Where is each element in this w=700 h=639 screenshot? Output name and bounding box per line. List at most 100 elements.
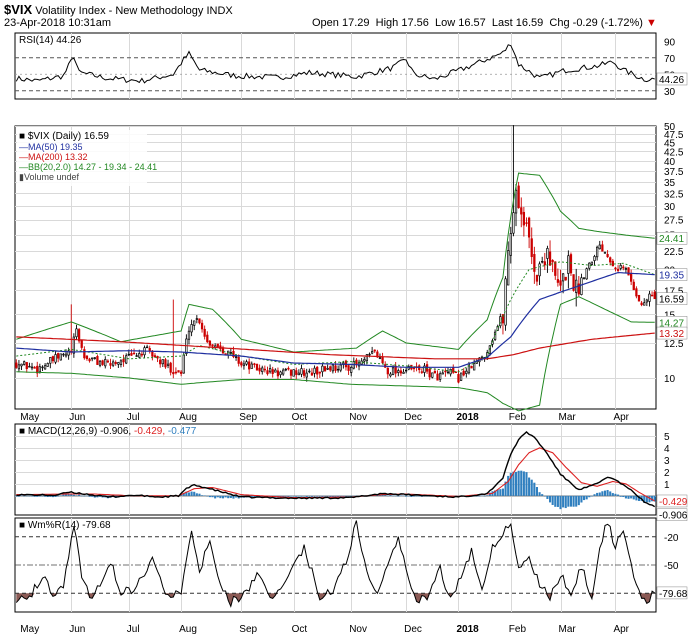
macd-value-tag: -0.906 (659, 511, 688, 522)
candle-body (248, 361, 251, 370)
macd-hist-bar (601, 491, 604, 496)
candle-body (554, 261, 557, 276)
candle-body (336, 368, 340, 371)
macd-hist-bar (580, 495, 583, 503)
candle-body (624, 268, 628, 270)
price-tick-label: 35 (664, 178, 676, 189)
candle-body (166, 363, 170, 366)
candle-body (23, 361, 26, 365)
instrument-name: Volatility Index - New Methodology (35, 5, 204, 17)
ma50-tag-box (656, 268, 688, 281)
candle-body (190, 324, 193, 333)
chart-header: $VIX Volatility Index - New Methodology … (4, 2, 233, 17)
candle-body (559, 280, 562, 286)
candle-body (389, 373, 392, 377)
macd-hist-bar (530, 479, 533, 496)
macd-hist-bar (190, 491, 193, 496)
candle-body (616, 268, 620, 271)
macd-hist-bar (522, 471, 525, 496)
rsi-last-tag: 44.26 (659, 75, 684, 86)
macd-hist-bar (603, 490, 607, 496)
candle-body (541, 260, 544, 263)
macd-hist-bar (590, 495, 593, 497)
candle-body (51, 356, 55, 362)
macd-hist-bar (384, 494, 387, 496)
price-tick-label: 22.5 (664, 247, 684, 258)
price-tick-label: 15 (664, 310, 676, 321)
rsi-panel (14, 32, 657, 100)
candle-body (135, 355, 138, 357)
macd-hist-bar (187, 492, 191, 496)
rsi-tick-label: 30 (664, 87, 676, 98)
macd-hist-bar (216, 495, 219, 498)
macd-hist-bar (507, 475, 510, 496)
candle-body (104, 359, 107, 367)
candle-body (41, 366, 44, 369)
macd-hist-bar (548, 495, 552, 503)
candle-body (645, 299, 648, 303)
macd-hist-bar (347, 495, 350, 497)
month-label-bottom: May (20, 624, 39, 635)
price-tick-label: 42.5 (664, 147, 684, 158)
candle-body (106, 360, 110, 363)
candle-body (480, 356, 484, 359)
candle-body (38, 366, 41, 373)
candle-body (240, 362, 243, 366)
candle-body (643, 302, 646, 306)
candle-body (203, 328, 206, 337)
candle-body (274, 369, 277, 373)
macd-hist-bar (407, 495, 410, 497)
candle-body (512, 212, 515, 234)
macd-hist-bar (512, 471, 515, 496)
month-label-price: Feb (509, 412, 527, 423)
month-label-price: Jun (69, 412, 85, 423)
macd-hist-bar (635, 495, 638, 501)
candle-body (556, 279, 560, 283)
macd-signal-tag-box (656, 494, 688, 508)
volume-legend: ▮Volume undef (19, 172, 79, 182)
candle-body (17, 364, 21, 370)
macd-hist-bar (567, 495, 570, 507)
candle-body (318, 371, 321, 374)
candle-body (593, 256, 596, 261)
macd-hist-bar (38, 495, 41, 497)
candle-body (200, 322, 204, 330)
macd-hist-bar (182, 493, 185, 496)
candle-body (15, 362, 18, 368)
ma50-legend: —MA(50) 19.35 (19, 142, 83, 152)
macd-hist-bar (632, 495, 635, 500)
macd-hist-bar (596, 492, 599, 496)
last-price-tag: 16.59 (659, 295, 684, 306)
candle-body (457, 374, 460, 383)
macd-hist-bar (193, 491, 196, 496)
bb-upper-tag-box (656, 231, 688, 245)
macd-hist-bar (415, 495, 418, 497)
macd-hist-bar (28, 495, 31, 497)
candle-body (67, 350, 70, 356)
macd-hist-bar (72, 494, 75, 496)
month-label-price: May (20, 412, 39, 423)
open-value: 17.29 (341, 17, 370, 29)
candle-body (326, 368, 329, 370)
macd-hist-bar (624, 495, 627, 499)
candle-body (36, 365, 39, 374)
candle-body (514, 189, 518, 214)
candle-body (72, 336, 76, 354)
macd-signal-line (16, 447, 655, 502)
candle-body (423, 365, 426, 373)
month-label-price: Mar (559, 412, 577, 423)
candle-body (459, 372, 463, 381)
ma50-tag: 19.35 (659, 271, 684, 282)
candle-body (569, 254, 573, 274)
candle-body (255, 363, 259, 371)
candle-body (268, 368, 272, 373)
candle-body (263, 368, 266, 371)
macd-hist-bar (569, 495, 573, 507)
bb-legend: —BB(20,2.0) 14.27 - 19.34 - 24.41 (19, 162, 157, 172)
macd-hist-bar (556, 495, 559, 507)
candle-body (180, 371, 183, 374)
candle-body (533, 254, 536, 272)
month-label-bottom: Dec (404, 624, 422, 635)
candle-body (399, 370, 403, 374)
